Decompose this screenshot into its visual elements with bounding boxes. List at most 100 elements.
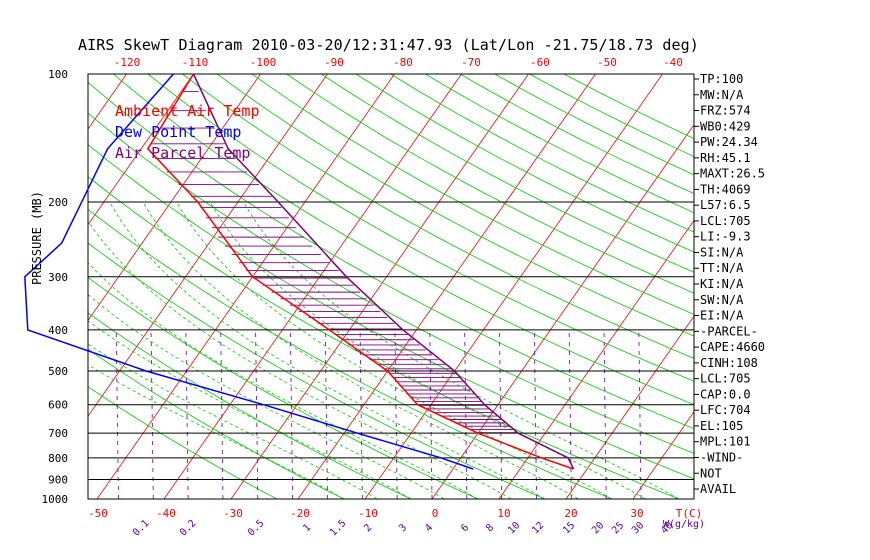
dry-adiabat	[321, 74, 694, 273]
isotherm-line	[632, 411, 694, 499]
moist-adiabat	[88, 294, 446, 499]
index-label: TT:N/A	[700, 261, 744, 275]
index-label: MW:N/A	[700, 88, 744, 102]
pressure-tick-label: 700	[48, 427, 68, 440]
plot-frame	[87, 73, 695, 500]
index-label: AVAIL	[700, 482, 736, 496]
index-label: SI:N/A	[700, 245, 744, 259]
mixing-ratio-line	[568, 329, 572, 499]
mixing-ratio-line	[464, 329, 468, 499]
index-label: CAP:0.0	[700, 387, 751, 401]
dry-adiabat	[88, 81, 694, 430]
mixing-ratio-label: 8	[484, 522, 496, 534]
dry-adiabat	[88, 208, 613, 499]
mixing-ratio-label: 25	[610, 520, 626, 536]
mixing-ratio-label: 0.1	[131, 518, 152, 539]
mixing-ratio-line	[429, 329, 433, 499]
index-label: TH:4069	[700, 182, 751, 196]
moist-adiabat	[88, 262, 479, 499]
moist-adiabat	[88, 320, 412, 499]
top-temp-tick-label: -120	[114, 56, 141, 69]
moist-adiabat	[88, 220, 513, 499]
series-line-0	[146, 73, 574, 470]
dry-adiabat	[88, 112, 694, 454]
dry-adiabat	[147, 74, 694, 382]
mixing-ratio-line	[255, 329, 259, 499]
mixing-ratio-line	[290, 329, 294, 499]
pressure-tick-label: 900	[48, 474, 68, 487]
bottom-temp-tick-label: 10	[497, 507, 510, 520]
isotherm-line	[88, 74, 194, 226]
index-label: -WIND-	[700, 450, 743, 464]
isotherm-line	[297, 74, 596, 499]
moist-adiabat	[209, 201, 647, 499]
series-line-2	[192, 73, 575, 470]
top-temp-tick-label: -50	[597, 56, 617, 69]
pressure-tick-label: 300	[48, 271, 68, 284]
legend: Ambient Air Temp Dew Point Temp Air Parc…	[115, 101, 260, 164]
index-label: LFC:704	[700, 403, 751, 417]
isotherm-line	[431, 124, 694, 499]
index-label: NOT	[700, 466, 722, 480]
index-label: MPL:101	[700, 435, 751, 449]
bottom-temp-tick-label: -40	[156, 507, 176, 520]
index-label: -PARCEL-	[700, 324, 758, 338]
mixing-ratio-label: 12	[530, 520, 546, 536]
pressure-axis-label: PRESSURE (MB)	[30, 191, 44, 285]
isotherm-line	[761, 74, 870, 508]
bottom-temp-tick-label: -50	[88, 507, 108, 520]
mixing-ratio-label: 4	[423, 522, 435, 534]
mixing-ratio-line	[324, 329, 328, 499]
top-temp-tick-label: -100	[250, 56, 277, 69]
series-line-1	[24, 73, 474, 470]
top-temp-tick-label: -60	[530, 56, 550, 69]
top-temp-tick-label: -80	[393, 56, 413, 69]
dry-adiabat	[425, 74, 694, 214]
index-label: SW:N/A	[700, 293, 744, 307]
mixing-ratio-line	[359, 329, 363, 499]
index-label: MAXT:26.5	[700, 167, 765, 181]
mixing-ratio-label: 1	[301, 522, 313, 534]
mixing-ratio-line	[185, 329, 189, 499]
legend-parcel: Air Parcel Temp	[115, 144, 251, 162]
mixing-ratio-line	[499, 329, 503, 499]
bottom-temp-tick-label: -10	[358, 507, 378, 520]
pressure-tick-label: 200	[48, 196, 68, 209]
dry-adiabat	[216, 74, 694, 337]
mixing-ratio-label: 30	[630, 520, 646, 536]
index-label: FRZ:574	[700, 104, 751, 118]
mixing-ratio-label: 2	[362, 522, 374, 534]
index-label: CINH:108	[700, 356, 758, 370]
dry-adiabat	[459, 74, 694, 195]
mixing-ratio-unit: W(g/kg)	[663, 519, 705, 530]
index-label: CAPE:4660	[700, 340, 765, 354]
index-label: LI:-9.3	[700, 230, 751, 244]
dry-adiabat	[88, 176, 680, 499]
dry-adiabat	[390, 74, 694, 233]
mixing-ratio-label: 0.2	[178, 518, 199, 539]
index-label: PW:24.34	[700, 135, 758, 149]
pressure-tick-label: 600	[48, 399, 68, 412]
pressure-tick-label: 800	[48, 452, 68, 465]
moist-adiabat	[243, 201, 680, 499]
mixing-ratio-label: 0.5	[246, 518, 267, 539]
mixing-ratio-label: 1.5	[328, 518, 349, 539]
moist-adiabat	[88, 343, 379, 499]
mixing-ratio-label: 3	[397, 522, 409, 534]
isotherm-line	[498, 219, 694, 499]
chart-title: AIRS SkewT Diagram 2010-03-20/12:31:47.9…	[78, 36, 699, 54]
dry-adiabat	[88, 242, 546, 499]
top-temp-tick-label: -70	[461, 56, 481, 69]
bottom-temp-tick-label: 20	[564, 507, 577, 520]
mixing-ratio-line	[150, 329, 154, 499]
index-label: LCL:705	[700, 214, 751, 228]
mixing-ratio-label: 10	[506, 520, 522, 536]
dry-adiabat	[88, 348, 345, 499]
mixing-ratio-line	[638, 329, 642, 499]
index-label: WB0:429	[700, 119, 751, 133]
mixing-ratio-line	[220, 329, 224, 499]
mixing-ratio-line	[533, 329, 537, 499]
isotherm-line	[828, 74, 870, 508]
bottom-temp-tick-label: -20	[290, 507, 310, 520]
legend-dewpoint: Dew Point Temp	[115, 123, 242, 141]
